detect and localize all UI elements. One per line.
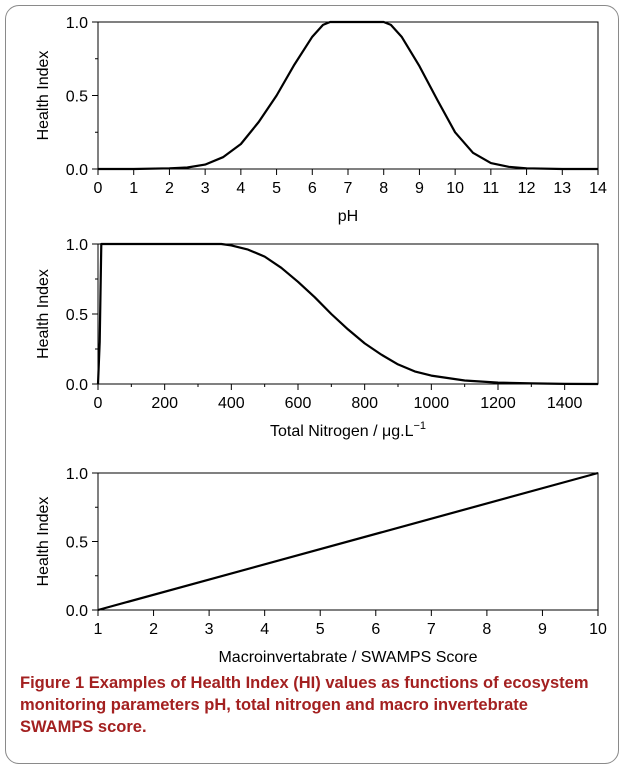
x-tick-label: 3: [205, 621, 214, 638]
y-tick-label: 0.0: [66, 162, 88, 179]
x-tick-label: 2: [165, 180, 174, 197]
x-tick-label: 5: [316, 621, 325, 638]
chart-panel-2: 0 200 400 600 800 1000 1200 1400 0.0 0.5 1.0 Total …: [35, 237, 599, 440]
plot-frame: [97, 243, 599, 385]
figure-caption: Figure 1 Examples of Health Index (HI) v…: [20, 672, 605, 738]
x-tick-label: 0: [94, 395, 103, 412]
y-tick-label: 1.0: [66, 15, 88, 32]
x-tick-label: 800: [351, 395, 378, 412]
x-axis-title: Total Nitrogen / μg.L−1: [270, 420, 426, 440]
x-tick-label: 200: [151, 395, 178, 412]
y-tick-label: 1.0: [66, 237, 88, 254]
x-tick-label: 8: [379, 180, 388, 197]
caption-label: Figure 1: [20, 674, 85, 692]
x-tick-label: 12: [518, 180, 536, 197]
y-axis-title: Health Index: [35, 269, 52, 359]
y-tick-label: 0.0: [66, 377, 88, 394]
x-tick-label: 7: [427, 621, 436, 638]
x-tick-label: 4: [260, 621, 269, 638]
x-tick-label: 13: [553, 180, 571, 197]
x-tick-label: 2: [149, 621, 158, 638]
x-tick-label: 600: [285, 395, 312, 412]
x-tick-label: 1: [94, 621, 103, 638]
x-tick-label: 10: [446, 180, 464, 197]
x-tick-label: 0: [94, 180, 103, 197]
x-tick-label: 9: [538, 621, 547, 638]
x-tick-label: 7: [344, 180, 353, 197]
series-line: [97, 471, 599, 612]
x-tick-label: 1: [129, 180, 138, 197]
y-tick-label: 0.5: [66, 89, 88, 106]
x-tick-label: 8: [482, 621, 491, 638]
x-tick-label: 4: [236, 180, 245, 197]
chart-panel-3: 1 2 3 4 5 6 7 8 9 10 0.0 0.5 1.0 Macroinvertabrate / …: [35, 466, 607, 666]
x-tick-label: 11: [483, 180, 500, 197]
caption-text: Examples of Health Index (HI) values as …: [20, 674, 589, 736]
y-tick-label: 0.5: [66, 535, 88, 552]
x-axis-title: Macroinvertabrate / SWAMPS Score: [218, 649, 477, 666]
series-line: [96, 242, 599, 386]
x-tick-label: 10: [589, 621, 607, 638]
x-axis-title-superscript: −1: [413, 420, 426, 432]
series-line: [98, 20, 598, 171]
x-tick-label: 9: [415, 180, 424, 197]
x-axis-title: pH: [338, 208, 358, 225]
x-tick-label: 6: [308, 180, 317, 197]
x-tick-label: 6: [371, 621, 380, 638]
x-tick-label: 5: [272, 180, 281, 197]
x-tick-label: 1200: [480, 395, 516, 412]
y-tick-label: 0.0: [66, 603, 88, 620]
y-tick-label: 0.5: [66, 307, 88, 324]
x-tick-label: 1400: [547, 395, 583, 412]
x-tick-label: 400: [218, 395, 245, 412]
y-axis-title: Health Index: [35, 51, 52, 141]
x-tick-label: 14: [589, 180, 607, 197]
plot-frame: [97, 21, 599, 170]
x-tick-label: 1000: [414, 395, 450, 412]
y-tick-label: 1.0: [66, 466, 88, 483]
x-tick-label: 3: [201, 180, 210, 197]
y-axis-title: Health Index: [35, 497, 52, 587]
